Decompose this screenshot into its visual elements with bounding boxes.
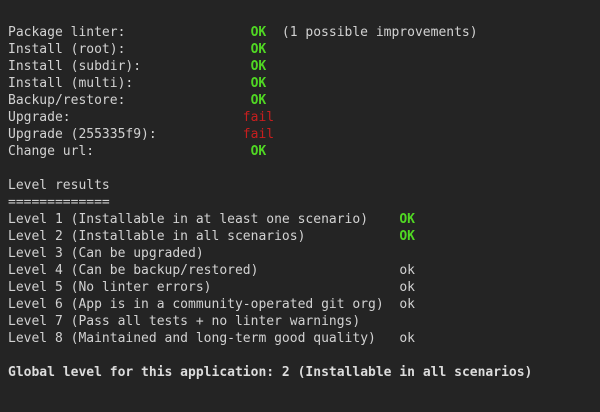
level-result-row: Level 8 (Maintained and long-term good q… bbox=[8, 330, 596, 347]
test-result-status: OK bbox=[250, 42, 267, 57]
level-result-row: Level 2 (Installable in all scenarios) OK bbox=[8, 228, 596, 245]
level-results-underline: ============= bbox=[8, 195, 110, 210]
test-result-label: Change url: bbox=[8, 144, 95, 159]
level-results-title: Level results bbox=[8, 178, 110, 193]
level-result-row: Level 3 (Can be upgraded) bbox=[8, 245, 596, 262]
level-result-row: Level 4 (Can be backup/restored) ok bbox=[8, 262, 596, 279]
level-result-status: ok bbox=[399, 331, 415, 346]
level-result-row: Level 5 (No linter errors) ok bbox=[8, 279, 596, 296]
test-result-row: Upgrade (255335f9): fail bbox=[8, 126, 596, 143]
test-result-label: Install (subdir): bbox=[8, 59, 142, 74]
test-result-label: Install (root): bbox=[8, 42, 126, 57]
test-result-row: Backup/restore: OK bbox=[8, 92, 596, 109]
test-result-status: OK bbox=[250, 93, 267, 108]
test-result-status: OK bbox=[250, 144, 267, 159]
level-result-label: Level 7 (Pass all tests + no linter warn… bbox=[8, 314, 361, 329]
test-result-label: Upgrade: bbox=[8, 110, 71, 125]
level-result-row: Level 6 (App is in a community-operated … bbox=[8, 296, 596, 313]
test-result-label: Install (multi): bbox=[8, 76, 134, 91]
level-result-label: Level 8 (Maintained and long-term good q… bbox=[8, 331, 376, 346]
test-result-row: Install (subdir): OK bbox=[8, 58, 596, 75]
level-result-label: Level 3 (Can be upgraded) bbox=[8, 246, 204, 261]
level-result-row: Level 7 (Pass all tests + no linter warn… bbox=[8, 313, 596, 330]
test-result-status: OK bbox=[250, 59, 267, 74]
level-result-row: Level 1 (Installable in at least one sce… bbox=[8, 211, 596, 228]
test-result-row: Install (root): OK bbox=[8, 41, 596, 58]
test-result-label: Upgrade (255335f9): bbox=[8, 127, 157, 142]
level-result-label: Level 2 (Installable in all scenarios) bbox=[8, 229, 306, 244]
blank-line bbox=[8, 347, 596, 364]
level-result-status: ok bbox=[399, 263, 415, 278]
level-result-status: ok bbox=[399, 297, 415, 312]
test-result-status: OK bbox=[250, 25, 267, 40]
level-result-status: ok bbox=[399, 280, 415, 295]
level-result-label: Level 4 (Can be backup/restored) bbox=[8, 263, 259, 278]
test-result-row: Change url: OK bbox=[8, 143, 596, 160]
test-result-status: fail bbox=[242, 110, 275, 125]
test-results-section: Package linter: OK (1 possible improvement… bbox=[8, 24, 596, 160]
global-level-line: Global level for this application: 2 (In… bbox=[8, 365, 533, 380]
level-result-label: Level 5 (No linter errors) bbox=[8, 280, 212, 295]
test-result-note: (1 possible improvements) bbox=[281, 25, 478, 40]
level-result-status: OK bbox=[399, 212, 415, 227]
test-result-row: Upgrade: fail bbox=[8, 109, 596, 126]
level-result-status: OK bbox=[399, 229, 415, 244]
test-result-label: Backup/restore: bbox=[8, 93, 126, 108]
test-result-row: Package linter: OK (1 possible improvement… bbox=[8, 24, 596, 41]
test-result-label: Package linter: bbox=[8, 25, 126, 40]
level-result-label: Level 6 (App is in a community-operated … bbox=[8, 297, 384, 312]
test-result-status: OK bbox=[250, 76, 267, 91]
level-results-section: Level 1 (Installable in at least one sce… bbox=[8, 211, 596, 347]
level-result-label: Level 1 (Installable in at least one sce… bbox=[8, 212, 369, 227]
test-result-status: fail bbox=[242, 127, 275, 142]
test-result-row: Install (multi): OK bbox=[8, 75, 596, 92]
blank-line bbox=[8, 160, 596, 177]
